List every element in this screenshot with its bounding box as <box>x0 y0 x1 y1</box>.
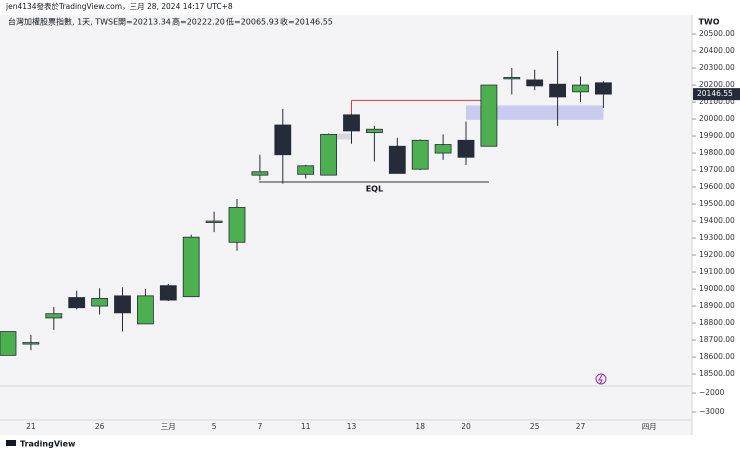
x-tick-label: 27 <box>576 422 586 431</box>
y-tick-label: 19100.00 <box>699 267 735 276</box>
x-tick-label: 13 <box>347 422 357 431</box>
y-tick-label: 18500.00 <box>699 369 735 378</box>
y-tick-label: 19300.00 <box>699 233 735 242</box>
candle-body <box>45 313 63 319</box>
candle-body <box>434 144 452 154</box>
candle-body <box>68 297 86 309</box>
y-tick-label: 19500.00 <box>699 199 735 208</box>
x-tick-label: 25 <box>530 422 540 431</box>
x-tick-label: 26 <box>95 422 105 431</box>
x-tick-label: 5 <box>212 422 217 431</box>
candle-body <box>91 297 108 307</box>
candle-body <box>503 76 521 80</box>
candle-body <box>572 84 589 93</box>
last-price-box <box>693 88 740 101</box>
brand-logo <box>6 440 16 446</box>
y-tick-label: 19400.00 <box>699 216 735 225</box>
x-tick-label: 11 <box>301 422 311 431</box>
candle-body <box>114 295 131 314</box>
y-tick-label: 18800.00 <box>699 318 735 327</box>
candle-body <box>343 114 360 132</box>
x-tick-label: 三月 <box>161 422 176 431</box>
candle-body <box>480 84 498 147</box>
candle-body <box>182 236 200 298</box>
plot-area <box>0 15 692 435</box>
candle-body <box>251 171 269 176</box>
candle-body <box>159 285 177 301</box>
candle-body <box>388 145 406 174</box>
candle-body <box>22 342 40 345</box>
candle-body <box>595 82 612 95</box>
candle-body <box>320 133 338 176</box>
symbol: 台灣加權股票指數, 1天, TWSE <box>8 17 118 27</box>
fvg-zone <box>466 105 604 120</box>
candle-body <box>411 139 429 170</box>
byline: jen4134發表於TradingView.com，三月 28, 2024 14… <box>5 1 233 11</box>
y-tick-label: 20000.00 <box>699 114 735 123</box>
x-tick-label: 四月 <box>642 422 657 431</box>
y-tick-label: 19000.00 <box>699 284 735 293</box>
ohlc-high: 高=20222.20 <box>172 17 225 27</box>
candle-body <box>457 139 475 158</box>
ohlc-close: 收=20146.55 <box>280 17 333 27</box>
candle-body <box>365 128 383 134</box>
candle-body <box>526 79 544 87</box>
x-tick-label: 18 <box>415 422 425 431</box>
y-tick-label: 20200.00 <box>699 80 735 89</box>
candle-body <box>205 220 223 223</box>
exchange-badge: TWO <box>698 18 719 27</box>
y-tick-label: 20500.00 <box>699 29 735 38</box>
ohlc-open: 開=20213.34 <box>118 18 171 27</box>
y-tick-label: 19900.00 <box>699 131 735 140</box>
y-tick-label: 18900.00 <box>699 301 735 310</box>
y-tick-label: 19200.00 <box>699 250 735 259</box>
y-tick-label: 20400.00 <box>699 46 735 55</box>
x-tick-label: 7 <box>258 422 263 431</box>
brand: TradingView <box>20 440 76 449</box>
candle-body <box>228 207 246 243</box>
y-tick-label: 18700.00 <box>699 335 735 344</box>
gap-zone <box>336 133 352 140</box>
y-tick-label: 18600.00 <box>699 352 735 361</box>
y-tick-label: 19700.00 <box>699 165 735 174</box>
x-tick-label: 21 <box>26 422 36 431</box>
y-tick-label: 19600.00 <box>699 182 735 191</box>
ohlc-low: 低=20065.93 <box>226 17 279 27</box>
event-icon-bolt <box>598 374 603 385</box>
pane2-tick-label: −3000 <box>699 407 725 416</box>
eql-label: EQL <box>366 184 383 193</box>
y-tick-label: 19800.00 <box>699 148 735 157</box>
x-tick-label: 20 <box>461 422 471 431</box>
candle-body <box>274 124 292 156</box>
y-tick-label: 20100.00 <box>699 97 735 106</box>
pane2-tick-label: −2000 <box>699 388 725 397</box>
candle-body <box>549 83 566 98</box>
last-price: 20146.55 <box>697 89 733 98</box>
candle-body <box>297 165 315 175</box>
event-icon <box>595 373 607 385</box>
candle-body <box>0 331 17 356</box>
candle-body <box>136 295 154 325</box>
y-tick-label: 20300.00 <box>699 63 735 72</box>
